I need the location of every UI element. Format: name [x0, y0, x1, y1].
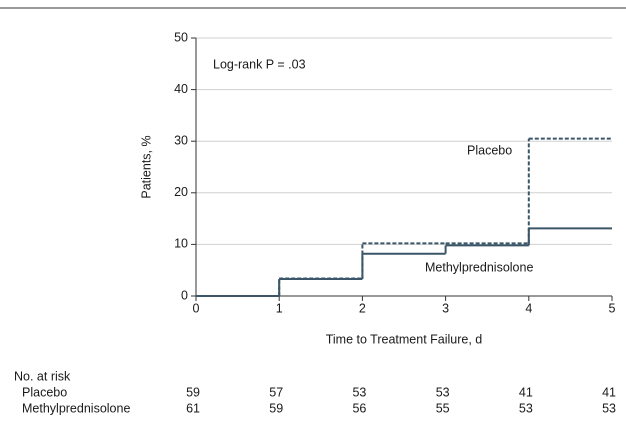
x-tick-label: 3	[442, 301, 449, 315]
y-tick-label: 40	[174, 82, 188, 96]
y-tick-label: 0	[181, 288, 188, 302]
at-risk-value: 53	[436, 385, 450, 399]
at-risk-value: 41	[519, 385, 533, 399]
y-tick-label: 30	[174, 133, 188, 147]
at-risk-value: 55	[436, 401, 450, 415]
x-tick-label: 1	[276, 301, 283, 315]
at-risk-title: No. at risk	[14, 369, 71, 383]
y-tick-label: 20	[174, 185, 188, 199]
at-risk-value: 53	[352, 385, 366, 399]
y-tick-label: 50	[174, 30, 188, 44]
x-tick-label: 0	[193, 301, 200, 315]
x-tick-label: 5	[609, 301, 616, 315]
annotation: Log-rank P = .03	[213, 57, 306, 71]
at-risk-value: 41	[602, 385, 616, 399]
at-risk-value: 53	[519, 401, 533, 415]
y-axis-label: Patients, %	[139, 135, 153, 198]
series-label: Methylprednisolone	[425, 260, 533, 274]
x-tick-label: 2	[359, 301, 366, 315]
y-tick-label: 10	[174, 237, 188, 251]
at-risk-value: 53	[602, 401, 616, 415]
x-axis-label: Time to Treatment Failure, d	[326, 332, 483, 346]
x-tick-label: 4	[525, 301, 532, 315]
series-label: Placebo	[467, 143, 512, 157]
at-risk-value: 59	[186, 385, 200, 399]
at-risk-value: 56	[352, 401, 366, 415]
at-risk-value: 57	[269, 385, 283, 399]
at-risk-value: 59	[269, 401, 283, 415]
at-risk-label: Placebo	[22, 385, 67, 399]
at-risk-label: Methylprednisolone	[22, 401, 130, 415]
at-risk-value: 61	[186, 401, 200, 415]
